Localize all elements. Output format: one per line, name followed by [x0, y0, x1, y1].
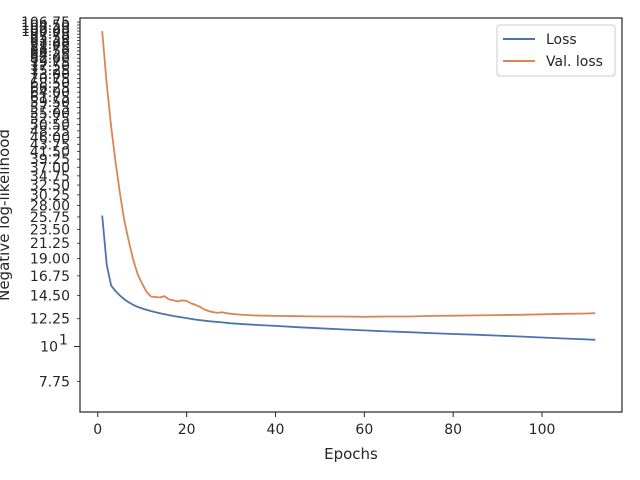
x-tick-label: 40 [267, 422, 285, 438]
series-layer [101, 31, 596, 341]
y-minor-tick-label: 61.75 [30, 90, 70, 106]
y-minor-tick-label: 88.75 [30, 40, 70, 56]
x-axis: 0 20 40 60 80 100 [93, 412, 555, 438]
plot-area [80, 18, 622, 412]
x-tick-label: 0 [93, 422, 102, 438]
legend-label-loss: Loss [546, 32, 577, 48]
plot-frame [79, 17, 623, 413]
y-minor-tick-label: 32.50 [30, 178, 70, 194]
y-axis-label: Negative log-likelihood [0, 129, 13, 301]
y-minor-tick-label: 95.50 [30, 30, 70, 46]
y-minor-tick-label: 48.25 [30, 124, 70, 140]
y-minor-tick-label: 43.75 [30, 137, 70, 153]
y-axis: 10 1 7.75 12.25 14.50 16.7519.0021.2523.5025.… [21, 15, 80, 390]
y-minor-tick-label: 93.25 [30, 34, 70, 50]
y-minor-tick-label: 23.50 [30, 222, 70, 238]
y-minor-tick-label: 30.25 [30, 188, 70, 204]
legend: Loss Val. loss [496, 24, 616, 77]
y-minor-tick-label: 28.00 [30, 198, 70, 214]
y-minor-tick-label: 37.00 [30, 160, 70, 176]
x-tick-label: 80 [444, 422, 462, 438]
y-minor-tick-label: 100.00 [21, 24, 70, 40]
y-minor-tick-label: 19.00 [30, 252, 70, 268]
y-minor-tick-label: 102.25 [21, 21, 70, 37]
y-minor-tick-label: 106.75 [21, 15, 70, 31]
y-major-tick-label: 10 [40, 340, 58, 356]
y-minor-tick-label: 39.25 [30, 152, 70, 168]
y-major-tick-exponent: 1 [59, 333, 68, 349]
y-minor-tick-label: 7.75 [39, 374, 70, 390]
legend-label-val-loss: Val. loss [546, 54, 603, 70]
series-line-val-loss [101, 31, 596, 318]
y-minor-tick-label: 21.25 [30, 236, 70, 252]
y-minor-tick-label: 14.50 [30, 289, 70, 305]
y-minor-tick-label: 59.50 [30, 95, 70, 111]
y-minor-tick-label: 41.50 [30, 145, 70, 161]
y-minor-tick-label: 12.25 [30, 312, 70, 328]
x-tick-label: 20 [178, 422, 196, 438]
y-minor-tick-label: 79.75 [30, 55, 70, 71]
y-minor-tick-label: 68.50 [30, 76, 70, 92]
y-minor-tick-label: 50.50 [30, 118, 70, 134]
y-minor-tick-label: 25.75 [30, 210, 70, 226]
y-minor-tick-label: 70.75 [30, 71, 70, 87]
y-minor-tick-label: 91.00 [30, 37, 70, 53]
y-minor-tick-label: 34.75 [30, 169, 70, 185]
y-minor-tick-label: 86.50 [30, 44, 70, 60]
y-minor-tick-label: 57.25 [30, 100, 70, 116]
y-minor-tick-label: 55.00 [30, 106, 70, 122]
y-minor-tick-label: 73.00 [30, 67, 70, 83]
x-tick-label: 60 [355, 422, 373, 438]
y-minor-tick-label: 46.00 [30, 130, 70, 146]
y-minor-tick-label: 104.50 [21, 18, 70, 34]
legend-frame [496, 24, 616, 77]
series-line-loss [101, 215, 596, 341]
y-minor-tick-label: 84.25 [30, 48, 70, 64]
y-minor-tick-label: 16.75 [30, 269, 70, 285]
x-axis-label: Epochs [324, 445, 378, 463]
y-minor-tick-label: 52.75 [30, 112, 70, 128]
y-minor-tick-label: 64.00 [30, 85, 70, 101]
y-minor-tick-label: 82.00 [30, 51, 70, 67]
y-minor-tick-label: 75.25 [30, 63, 70, 79]
y-minor-tick-label: 97.75 [30, 27, 70, 43]
y-minor-tick-label: 77.50 [30, 59, 70, 75]
x-tick-label: 100 [529, 422, 556, 438]
y-minor-tick-label: 66.25 [30, 80, 70, 96]
